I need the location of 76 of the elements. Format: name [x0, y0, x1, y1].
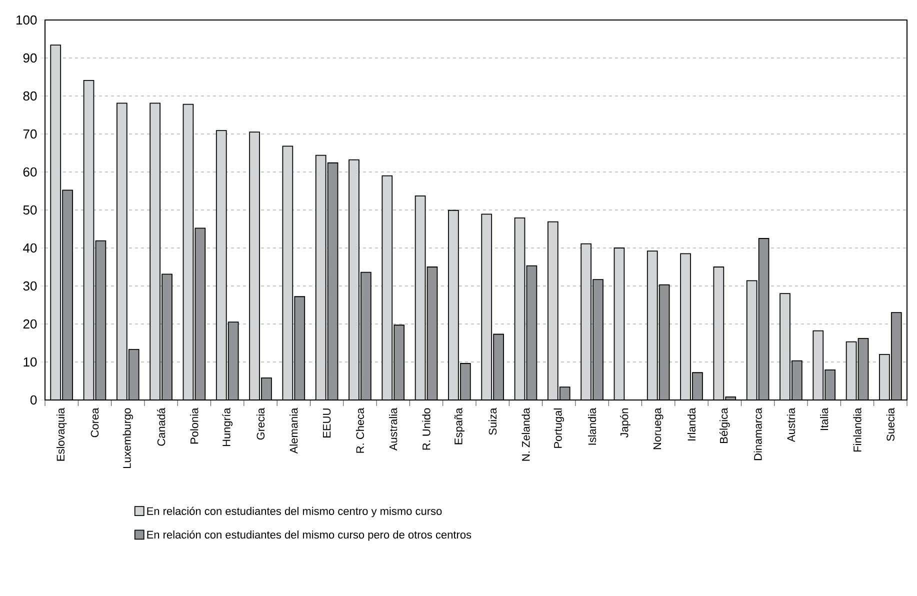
x-tick-label: Polonia: [190, 408, 198, 444]
bar: [83, 80, 94, 400]
bar: [116, 102, 128, 400]
y-tick-label: 10: [24, 357, 37, 367]
bar: [890, 312, 902, 400]
bar: [194, 228, 206, 400]
y-tick-label: 0: [30, 395, 37, 405]
y-tick-label: 20: [23, 319, 37, 329]
x-tick-label: Finlandia: [853, 408, 862, 452]
bar: [658, 284, 670, 400]
bar: [646, 250, 658, 400]
y-tick-label: 50: [23, 205, 37, 215]
x-tick-label: Corea: [90, 408, 99, 438]
bar: [614, 248, 625, 400]
legend-label: En relación con estudiantes del mismo centro y mismo curso: [147, 506, 442, 518]
x-tick-label: Suecia: [886, 408, 894, 441]
bar: [294, 296, 306, 400]
bar: [713, 266, 724, 400]
x-tick-label: Canadá: [156, 408, 166, 446]
bar: [414, 195, 426, 400]
x-tick-label: Australia: [389, 408, 398, 451]
y-tick-label: 90: [23, 53, 37, 63]
y-tick-label: 30: [23, 281, 37, 291]
x-tick-label: Eslovaquia: [56, 408, 67, 461]
y-tick-label: 60: [23, 167, 37, 177]
bar: [249, 132, 260, 400]
y-tick-label: 100: [16, 15, 37, 25]
x-tick-label: Islandia: [588, 408, 596, 445]
x-tick-label: N. Zelanda: [522, 408, 530, 461]
bar: [426, 266, 438, 400]
bar: [382, 175, 393, 400]
legend-label: En relación con estudiantes del mismo curso pero de otros centros: [147, 530, 472, 541]
bar: [592, 279, 604, 400]
bar: [547, 221, 558, 400]
x-tick-label: Suiza: [488, 408, 497, 435]
bar: [348, 159, 360, 400]
x-tick-label: Italia: [820, 408, 828, 430]
x-tick-label: España: [454, 408, 465, 444]
bar: [758, 238, 770, 400]
y-tick-label: 40: [23, 243, 37, 253]
bar: [315, 154, 326, 400]
x-tick-label: Alemania: [290, 408, 298, 454]
y-tick-label: 80: [23, 91, 37, 101]
x-tick-label: Noruega: [653, 408, 664, 450]
bar: [327, 162, 338, 400]
bar: [858, 338, 869, 400]
bar: [150, 102, 160, 400]
bar: [780, 293, 790, 400]
x-tick-label: Japón: [620, 408, 630, 438]
bar: [95, 240, 106, 400]
bar: [50, 44, 62, 400]
x-tick-label: Hungría: [222, 408, 233, 446]
bar: [182, 104, 194, 400]
bar: [448, 210, 459, 400]
x-tick-label: Irlanda: [687, 408, 696, 440]
x-tick-label: Luxemburgo: [122, 408, 134, 468]
y-tick-label: 70: [23, 129, 37, 139]
bar: [481, 214, 492, 400]
bar: [216, 130, 227, 400]
bar: [526, 265, 538, 400]
bar: [162, 274, 172, 400]
bar: [514, 218, 525, 400]
x-tick-label: R. Checa: [356, 408, 364, 453]
x-tick-label: EEUU: [322, 408, 331, 438]
x-tick-label: R. Unido: [422, 408, 430, 450]
bar: [680, 253, 691, 400]
bar: [746, 280, 758, 400]
bar: [282, 146, 294, 400]
bar: [580, 243, 592, 400]
x-tick-label: Dinamarca: [754, 408, 762, 460]
bar: [62, 190, 73, 400]
x-tick-label: Bélgica: [719, 408, 730, 443]
x-tick-label: Austria: [786, 408, 796, 442]
x-tick-label: Portugal: [554, 408, 564, 448]
bar: [360, 272, 372, 400]
x-tick-label: Grecia: [256, 408, 265, 440]
